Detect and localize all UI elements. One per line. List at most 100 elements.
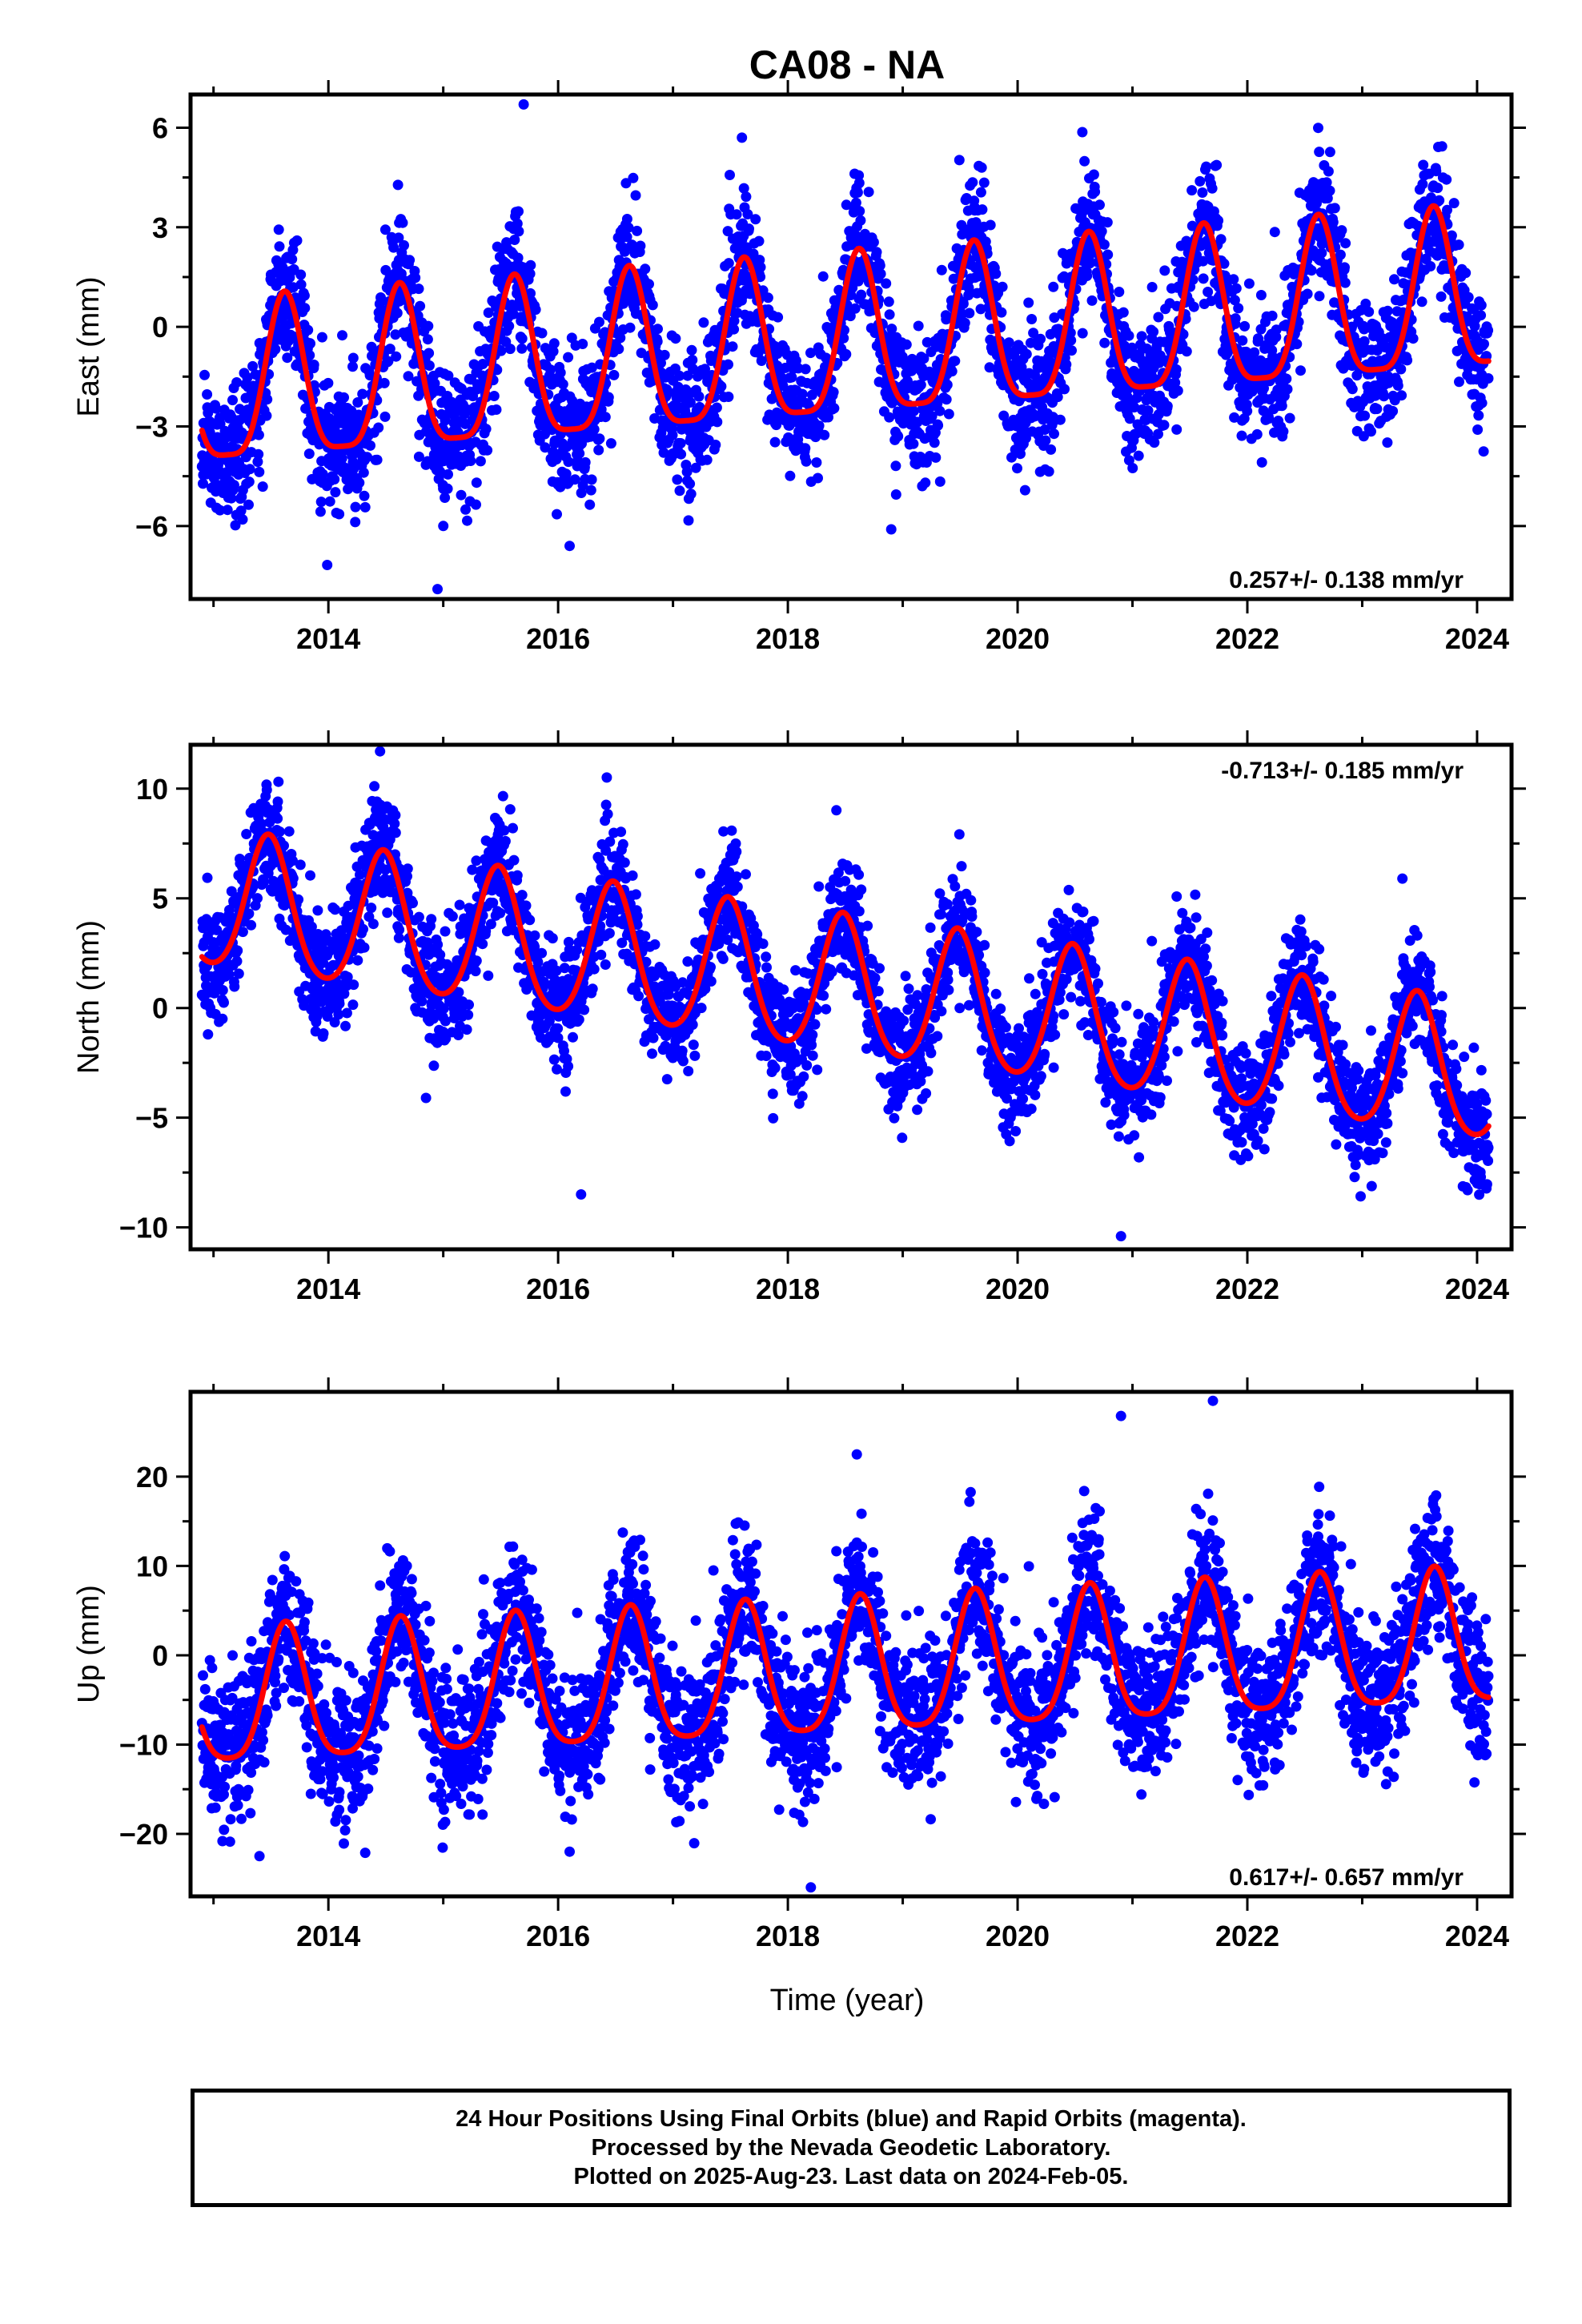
east-outlier-point xyxy=(432,584,443,595)
east-point xyxy=(829,403,840,414)
east-point xyxy=(930,452,942,463)
east-point xyxy=(1472,424,1484,435)
east-point xyxy=(357,388,368,400)
east-point xyxy=(1148,326,1159,337)
east-point xyxy=(936,264,947,275)
east-point xyxy=(977,204,988,215)
east-outlier-point xyxy=(737,132,748,143)
east-point xyxy=(1023,297,1034,308)
east-point xyxy=(359,501,371,513)
east-x-tick-label: 2018 xyxy=(756,622,820,655)
east-point xyxy=(1098,239,1110,250)
north-point xyxy=(516,890,528,901)
east-point xyxy=(884,309,895,320)
east-point xyxy=(317,468,328,480)
east-point xyxy=(1339,262,1350,273)
east-point xyxy=(755,271,766,283)
east-point xyxy=(1201,161,1212,172)
east-point xyxy=(1127,463,1138,473)
east-point xyxy=(334,509,345,520)
north-point xyxy=(508,854,520,866)
east-point xyxy=(412,376,423,387)
east-point xyxy=(881,278,892,289)
north-point xyxy=(520,900,532,911)
east-point xyxy=(496,345,507,356)
east-point xyxy=(586,474,597,485)
east-point xyxy=(996,307,1007,318)
east-point xyxy=(560,468,572,480)
east-point xyxy=(1314,147,1325,158)
east-point xyxy=(725,170,735,180)
east-point xyxy=(1242,405,1253,416)
north-point xyxy=(573,1014,584,1025)
east-point xyxy=(584,499,596,510)
east-point xyxy=(513,226,524,237)
east-point xyxy=(1476,397,1488,408)
east-point xyxy=(819,429,830,440)
east-point xyxy=(1259,383,1269,394)
east-point xyxy=(1219,258,1230,269)
east-point xyxy=(1049,312,1060,324)
north-point xyxy=(495,907,506,919)
east-point xyxy=(1436,141,1447,152)
east-point xyxy=(1407,333,1419,344)
north-point xyxy=(461,1024,472,1035)
east-point xyxy=(1389,274,1399,285)
east-point xyxy=(252,456,263,468)
east-point xyxy=(1284,412,1295,424)
east-point xyxy=(316,332,327,343)
east-point xyxy=(621,214,632,224)
east-point xyxy=(800,364,811,375)
east-point xyxy=(1366,426,1376,437)
east-point xyxy=(1046,444,1057,455)
east-point xyxy=(1059,384,1070,395)
east-point xyxy=(337,330,347,341)
north-point xyxy=(440,1015,451,1027)
east-point xyxy=(805,348,816,359)
east-point xyxy=(1271,332,1282,343)
north-point xyxy=(390,810,401,821)
north-point xyxy=(413,911,424,923)
east-point xyxy=(941,394,952,405)
east-point xyxy=(868,237,879,247)
east-point xyxy=(871,247,882,258)
east-point xyxy=(1126,342,1138,353)
north-point xyxy=(483,970,494,981)
east-point xyxy=(690,462,701,473)
east-point xyxy=(1473,410,1484,421)
east-point xyxy=(548,338,560,349)
east-point xyxy=(852,187,863,198)
east-point xyxy=(701,454,713,465)
east-point xyxy=(392,179,404,191)
east-point xyxy=(308,360,319,370)
east-point xyxy=(227,395,238,406)
east-point xyxy=(933,420,944,431)
east-point xyxy=(915,380,926,391)
east-point xyxy=(817,271,829,282)
east-point xyxy=(908,405,919,416)
east-point xyxy=(504,344,516,355)
east-point xyxy=(985,219,996,231)
north-point xyxy=(203,1029,214,1040)
east-point xyxy=(853,170,865,181)
east-point xyxy=(482,444,493,456)
east-point xyxy=(1314,291,1325,302)
east-point xyxy=(352,397,363,408)
east-point xyxy=(1172,385,1183,396)
east-point xyxy=(1006,452,1017,463)
east-point xyxy=(242,372,253,383)
east-point xyxy=(1229,412,1240,423)
east-point xyxy=(681,466,693,477)
east-point xyxy=(585,485,596,496)
north-point xyxy=(246,919,257,931)
east-point xyxy=(399,239,409,251)
east-point xyxy=(1231,283,1242,294)
east-point xyxy=(753,235,765,247)
east-point xyxy=(1302,288,1313,300)
east-point xyxy=(588,424,600,435)
east-point xyxy=(569,474,580,485)
east-point xyxy=(404,255,416,266)
east-point xyxy=(1269,427,1279,438)
east-point xyxy=(1197,187,1208,198)
east-point xyxy=(608,369,620,380)
